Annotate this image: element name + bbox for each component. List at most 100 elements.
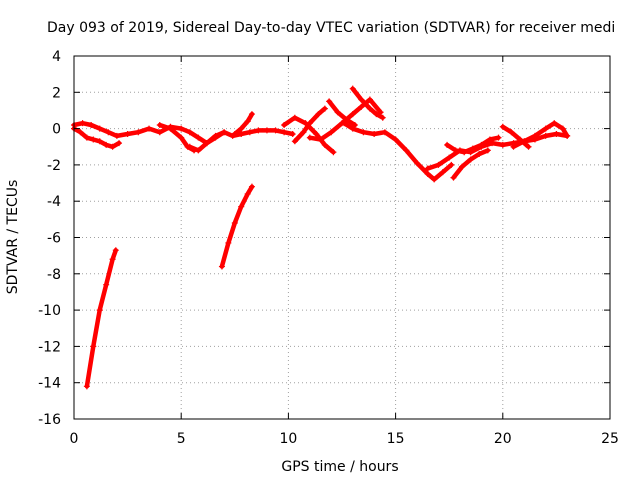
data-point [467,156,474,163]
data-point [105,129,112,136]
data-point [281,129,288,136]
data-point [499,141,506,148]
y-tick-label: -16 [38,412,61,428]
y-tick-label: 0 [52,122,61,138]
data-point [452,147,459,154]
x-tick-label: 5 [177,431,186,447]
data-point [559,125,566,132]
data-point [495,134,502,141]
data-point [79,120,86,127]
data-series-arc-7 [231,111,255,138]
data-point [326,98,333,105]
series-trace [84,247,119,389]
data-point [244,190,251,197]
y-tick-label: -4 [47,194,61,210]
data-point [424,170,431,177]
data-point [248,183,255,190]
data-point [330,149,337,156]
x-axis-label: GPS time / hours [281,459,398,475]
data-point [218,263,225,270]
data-point [238,125,245,132]
data-point [156,129,163,136]
y-tick-label: 4 [52,49,61,65]
data-point [263,127,270,134]
data-point [186,129,193,136]
series-trace [219,184,255,269]
data-point [553,131,560,138]
chart-title: Day 093 of 2019, Sidereal Day-to-day VTE… [47,20,615,36]
y-tick-label: -8 [47,267,61,283]
data-point [96,138,103,145]
data-point [439,169,446,176]
data-point [109,256,116,263]
data-point [135,129,142,136]
data-point [508,129,515,136]
data-point [231,131,238,138]
data-point [195,134,202,141]
x-tick-label: 15 [387,431,405,447]
data-point [300,129,307,136]
data-point [358,103,365,110]
data-point [116,140,123,147]
data-point [431,176,438,183]
data-point [403,147,410,154]
data-point [358,96,365,103]
data-series-arc-4 [71,125,123,150]
data-point [510,143,517,150]
data-point [435,161,442,168]
data-point [96,125,103,132]
series-trace [500,124,531,150]
data-point [315,111,322,118]
data-point [484,147,491,154]
data-point [486,136,493,143]
data-point [178,134,185,141]
data-point [379,114,386,121]
data-point [281,121,288,128]
data-point [167,125,174,132]
data-point [221,129,228,136]
data-series-arc-9 [291,105,328,145]
data-point [178,125,185,132]
data-point [371,131,378,138]
data-point [321,105,328,112]
x-tick-label: 10 [279,431,297,447]
data-point [113,132,120,139]
data-point [124,131,131,138]
data-point [542,132,549,139]
data-point [156,121,163,128]
data-point [360,129,367,136]
data-point [564,132,571,139]
data-point [272,127,279,134]
data-point [328,129,335,136]
y-tick-label: 2 [52,85,61,101]
data-point [469,145,476,152]
data-point [238,203,245,210]
data-series-arc-16 [450,147,491,181]
data-series-arc-8 [281,114,337,156]
series-trace [425,131,570,171]
series-trace [281,115,336,155]
data-point [246,129,253,136]
data-series-arc-12 [349,85,386,121]
data-point [414,160,421,167]
data-point [478,141,485,148]
y-tick-label: -6 [47,231,61,247]
data-point [459,163,466,170]
data-point [343,116,350,123]
data-point [238,131,245,138]
data-point [450,174,457,181]
data-point [531,132,538,139]
data-point [225,239,232,246]
y-axis-label: SDTVAR / TECUs [5,180,21,295]
data-series-arc-11 [326,98,358,128]
x-tick-label: 0 [70,431,79,447]
x-tick-label: 25 [601,431,619,447]
data-series-arc-13 [341,120,455,183]
series-trace [341,120,454,182]
data-point [291,114,298,121]
data-point [96,307,103,314]
data-point [186,143,193,150]
data-point [306,134,313,141]
